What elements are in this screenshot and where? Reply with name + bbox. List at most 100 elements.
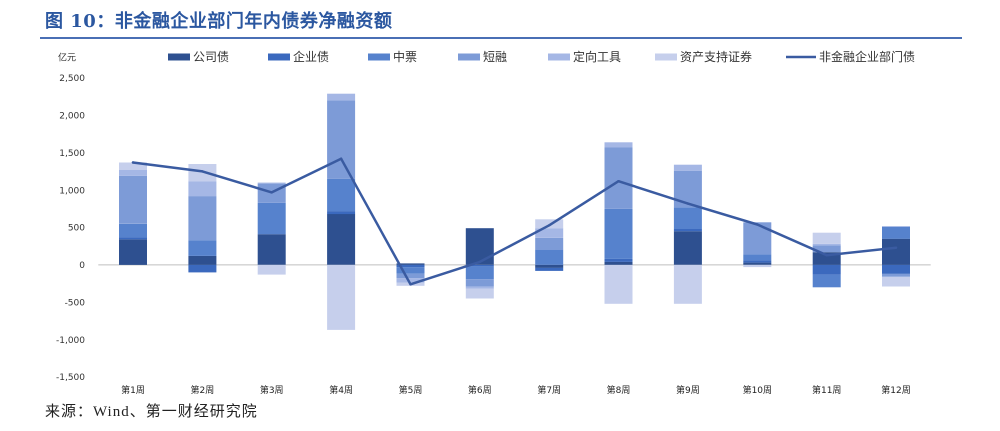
x-tick-label: 第7周 [537,384,561,396]
legend: 公司债 企业债 中票 短融 定向工具 资产支持证券 非金融企业部门债 [168,49,915,64]
bar-segment [327,178,356,211]
bar-segment [465,288,494,299]
bar-segment [812,245,841,253]
bar-segment [396,267,425,274]
bar-segment [535,249,564,265]
bar-segment [604,208,633,259]
bar-segment [327,211,356,215]
legend-swatch [168,53,190,61]
bar-segment [188,181,217,197]
line-point [756,223,759,226]
line-point [548,224,551,227]
bar-segment [812,243,841,246]
bar-segment [119,239,147,265]
bar-segment [673,231,702,265]
bar-segment [119,162,147,170]
x-tick-label: 第4周 [329,384,353,396]
bar-segment [257,234,286,265]
y-tick-label: 500 [68,224,85,234]
bar-segment [465,264,494,267]
source-note: 来源：Wind、第一财经研究院 [45,404,258,420]
bar-segment [119,223,147,238]
legend-swatch [655,53,677,61]
bar-segment [535,228,564,238]
x-tick-label: 第5周 [399,384,423,396]
bar-segment [257,182,286,184]
legend-label: 短融 [483,50,507,64]
bar-segment [119,175,147,224]
bar-segment [535,267,564,271]
bar-segment [396,264,425,268]
bar-segment [673,207,702,229]
axes: 亿元 2,500 2,000 1,500 1,000 500 0 -500 -1,000 -1,5… [56,52,931,396]
line-point [339,157,343,160]
series-line [131,157,898,286]
x-tick-label: 第1周 [121,384,145,396]
y-axis-unit-label: 亿元 [58,52,76,64]
line-series [131,157,898,286]
bar-segment [465,228,494,265]
bar-segment [882,276,910,287]
bar-segment [188,255,217,265]
bar-segment [673,264,702,304]
legend-label: 中票 [393,49,417,64]
y-tick-label: 1,000 [59,186,85,196]
line-point [409,283,412,286]
bar-segment [743,262,772,265]
bar-segment [465,266,494,280]
bar-segment [882,226,910,239]
bar-segment [396,263,425,265]
bar-segment [535,264,564,268]
y-tick-label: 0 [79,261,85,271]
legend-label: 公司债 [193,50,229,64]
legend-swatch [548,53,570,61]
line-point [894,246,898,249]
bar-segment [465,279,494,287]
y-tick-label: 1,500 [59,149,85,159]
bar-segment [604,142,633,148]
bar-segment [188,264,217,273]
line-point [686,202,690,205]
bar-segment [119,237,147,240]
x-tick-label: 第8周 [607,384,631,396]
x-tick-label: 第6周 [468,384,492,396]
bar-segment [812,232,841,244]
bar-segment [327,264,356,330]
legend-swatch [268,53,290,61]
bar-segment [673,170,702,208]
bar-segment [743,264,772,268]
bar-segment [327,214,356,265]
bar-segment [257,202,286,235]
bar-segment [604,147,633,209]
y-tick-label: -1,000 [56,336,85,346]
y-tick-label: 2,500 [59,74,85,84]
x-tick-label: 第10周 [743,384,772,396]
x-tick-label: 第2周 [191,384,215,396]
bar-segment [327,100,356,179]
bar-segment [673,164,702,171]
bar-segment [535,238,564,250]
y-tick-label: -1,500 [56,373,85,383]
bar-segment [882,226,910,227]
bar-segment [604,264,633,304]
caption-rule [40,37,962,39]
x-tick-label: 第9周 [676,384,700,396]
x-tick-label: 第3周 [260,384,284,396]
x-tick-label: 第11周 [812,384,841,396]
legend-label: 资产支持证券 [680,49,752,64]
legend-swatch [458,53,480,61]
y-tick-label: 2,000 [59,112,85,122]
line-point [617,180,620,183]
bar-segment [604,258,633,262]
x-tick-label: 第12周 [881,384,910,396]
line-point [270,191,273,194]
bar-segment [743,254,772,261]
bar-segment [119,169,147,176]
bar-segment [882,273,910,277]
bar-segment [535,219,564,229]
line-point [825,254,828,257]
stacked-bars [119,93,910,330]
bar-segment [882,264,910,274]
y-tick-label: -500 [65,298,86,308]
